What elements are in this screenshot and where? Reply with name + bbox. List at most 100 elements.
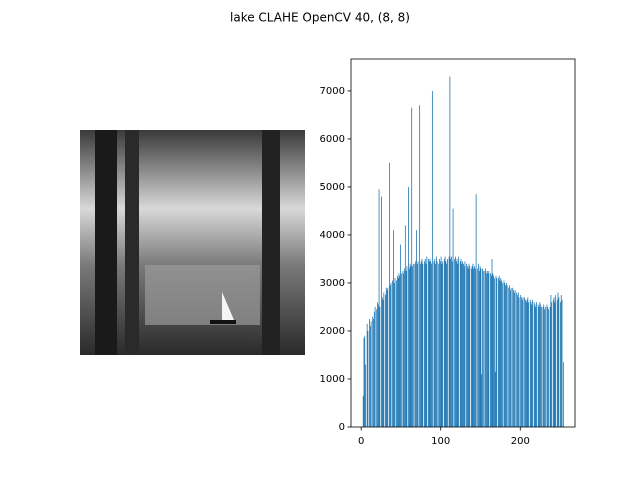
bar <box>557 292 559 427</box>
bar <box>486 270 488 427</box>
bar <box>537 304 539 427</box>
bar <box>521 299 523 427</box>
bar <box>463 266 465 427</box>
bar <box>458 256 460 427</box>
x-tick-label: 200 <box>511 436 530 447</box>
bar <box>549 306 551 427</box>
bar <box>462 261 463 427</box>
bar <box>560 294 562 427</box>
bar <box>513 290 514 427</box>
bar <box>372 316 374 427</box>
bar <box>436 261 438 427</box>
bar <box>487 273 489 427</box>
lake-image <box>80 130 305 355</box>
bar <box>385 294 386 427</box>
bar <box>499 280 501 427</box>
bar <box>383 292 385 427</box>
bar <box>455 256 456 427</box>
bar <box>466 263 467 427</box>
bar <box>469 266 471 427</box>
bar <box>378 189 380 427</box>
bar <box>538 306 540 427</box>
bar <box>544 309 545 427</box>
bar <box>445 261 447 427</box>
bar <box>400 273 402 427</box>
bar <box>477 268 479 427</box>
bar <box>362 395 364 427</box>
bar <box>452 208 454 427</box>
bar <box>490 273 491 427</box>
bar <box>370 321 372 427</box>
bar <box>367 330 369 427</box>
bar <box>412 263 414 427</box>
bar <box>433 261 435 427</box>
bar <box>478 270 480 427</box>
bar <box>381 297 383 427</box>
bar <box>498 275 500 427</box>
bar <box>389 162 390 427</box>
bar <box>548 309 549 427</box>
bar <box>416 230 417 427</box>
x-tick-label: 0 <box>358 436 364 447</box>
bar <box>379 306 381 427</box>
bar <box>529 299 531 427</box>
bar <box>369 318 370 427</box>
bar <box>558 297 560 427</box>
bar <box>514 290 516 427</box>
bar <box>446 263 448 427</box>
bar <box>555 294 557 427</box>
bar <box>524 297 526 427</box>
bar <box>472 263 474 427</box>
bar <box>493 275 495 427</box>
bar <box>531 304 533 427</box>
bar <box>417 261 419 427</box>
bar <box>435 256 437 427</box>
bar <box>512 287 514 427</box>
bar <box>563 362 565 427</box>
bar <box>392 280 393 427</box>
bar <box>471 266 473 427</box>
bar <box>457 263 459 427</box>
bar <box>475 194 477 427</box>
bar <box>553 297 555 427</box>
bar <box>443 258 445 427</box>
bar <box>518 297 520 427</box>
bar <box>525 302 527 427</box>
bar <box>508 287 510 427</box>
bar <box>486 273 487 427</box>
bar <box>404 268 405 427</box>
bar <box>421 258 423 427</box>
bar <box>429 258 431 427</box>
y-tick-label: 2000 <box>320 326 345 337</box>
y-tick-label: 3000 <box>320 278 345 289</box>
y-tick-label: 7000 <box>320 86 345 97</box>
bar <box>506 285 508 427</box>
bar <box>551 302 553 427</box>
bar <box>470 268 472 427</box>
bar <box>473 268 475 427</box>
bar <box>439 258 440 427</box>
bar <box>474 268 476 427</box>
bar <box>431 90 433 427</box>
bar <box>438 263 440 427</box>
bar <box>547 306 549 427</box>
bar <box>498 278 499 427</box>
bar <box>479 266 481 427</box>
bar <box>455 261 457 427</box>
bar <box>451 256 452 427</box>
bar <box>560 302 561 427</box>
bar <box>374 306 376 427</box>
bar <box>463 263 464 427</box>
bar <box>505 282 507 427</box>
bar <box>448 256 450 427</box>
bar <box>398 273 400 427</box>
bar <box>527 297 529 427</box>
bar <box>396 275 398 427</box>
bar <box>492 273 494 427</box>
bar <box>396 280 397 427</box>
bar <box>522 297 524 427</box>
bar <box>517 292 519 427</box>
bar <box>430 261 432 427</box>
bar <box>528 302 530 427</box>
bar <box>533 302 535 427</box>
